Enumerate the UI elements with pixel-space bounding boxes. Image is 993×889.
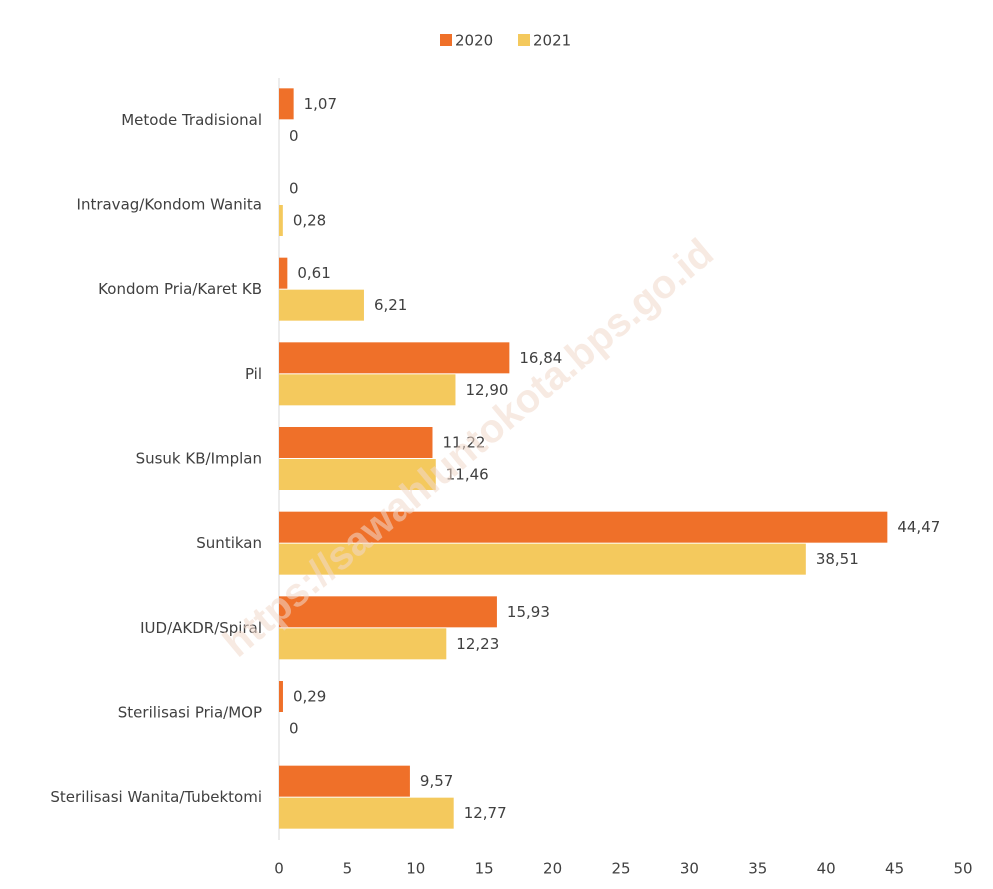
value-label: 12,23: [456, 635, 499, 653]
legend-label: 2020: [455, 32, 493, 50]
x-tick-label: 25: [611, 860, 630, 878]
bar: [279, 765, 410, 797]
value-label: 0,28: [293, 212, 326, 230]
value-label: 12,77: [464, 804, 507, 822]
value-label: 11,46: [446, 466, 489, 484]
bar: [279, 797, 454, 829]
bar: [279, 289, 364, 321]
legend-swatch: [440, 34, 452, 46]
bar: [279, 342, 510, 374]
bar: [279, 511, 888, 543]
x-tick-label: 20: [543, 860, 562, 878]
bar: [279, 205, 283, 236]
legend-swatch: [518, 34, 530, 46]
category-label: Suntikan: [196, 534, 262, 552]
value-label: 0: [289, 127, 299, 145]
value-label: 0,61: [297, 264, 330, 282]
category-label: Kondom Pria/Karet KB: [98, 280, 262, 298]
category-label: Pil: [245, 365, 262, 383]
value-label: 1,07: [304, 95, 337, 113]
bar: [279, 628, 447, 660]
category-label: IUD/AKDR/Spiral: [140, 619, 262, 637]
category-label: Intravag/Kondom Wanita: [77, 196, 262, 214]
bar: [279, 427, 433, 458]
bar: [279, 543, 806, 575]
category-label: Sterilisasi Wanita/Tubektomi: [50, 788, 262, 806]
value-label: 15,93: [507, 603, 550, 621]
category-label: Susuk KB/Implan: [136, 450, 262, 468]
bar: [279, 88, 294, 120]
value-label: 0,29: [293, 688, 326, 706]
value-label: 44,47: [897, 518, 940, 536]
value-label: 0: [289, 180, 299, 198]
bar: [279, 374, 456, 406]
x-tick-label: 40: [817, 860, 836, 878]
value-label: 16,84: [519, 349, 562, 367]
value-label: 0: [289, 720, 299, 738]
value-label: 12,90: [465, 381, 508, 399]
x-tick-label: 35: [748, 860, 767, 878]
value-label: 11,22: [442, 434, 485, 452]
x-tick-label: 10: [406, 860, 425, 878]
value-label: 38,51: [816, 550, 859, 568]
value-label: 6,21: [374, 296, 407, 314]
x-tick-label: 50: [953, 860, 972, 878]
x-tick-label: 5: [343, 860, 353, 878]
x-tick-label: 0: [274, 860, 284, 878]
value-label: 9,57: [420, 772, 453, 790]
x-tick-label: 15: [475, 860, 494, 878]
bar: [279, 681, 283, 712]
bar: [279, 257, 288, 289]
x-tick-label: 45: [885, 860, 904, 878]
x-tick-label: 30: [680, 860, 699, 878]
category-label: Sterilisasi Pria/MOP: [118, 704, 262, 722]
category-label: Metode Tradisional: [121, 111, 262, 129]
bar: [279, 596, 497, 628]
bar: [279, 459, 436, 490]
legend-label: 2021: [533, 32, 571, 50]
